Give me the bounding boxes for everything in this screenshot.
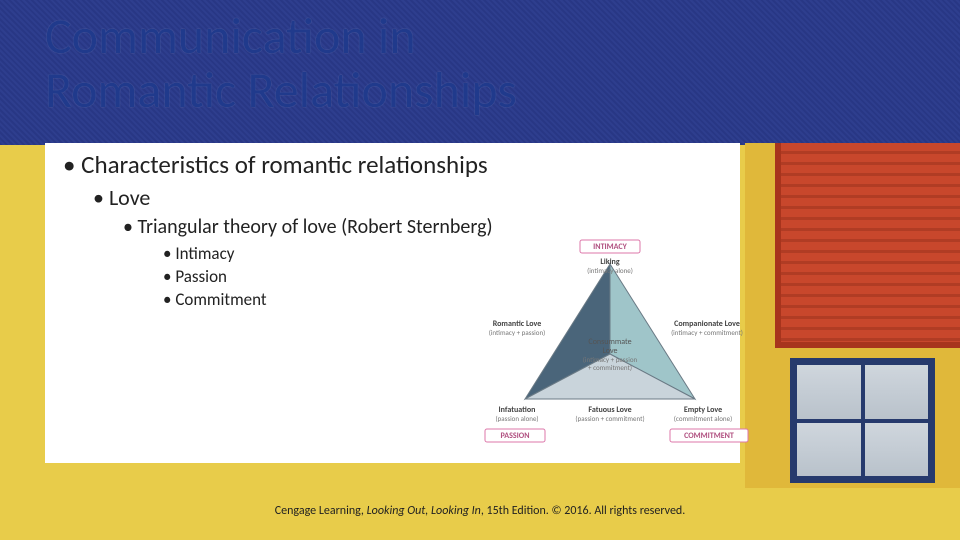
bullet-l2-text: Love <box>109 184 150 211</box>
svg-text:(commitment alone): (commitment alone) <box>674 414 732 423</box>
bullet-l4b-text: Passion <box>175 266 227 287</box>
bullet-l3-text: Triangular theory of love (Robert Sternb… <box>137 215 492 239</box>
footer-prefix: Cengage Learning, <box>275 504 367 518</box>
decorative-photo <box>745 143 960 488</box>
svg-text:(passion + commitment): (passion + commitment) <box>575 414 644 423</box>
bullet-l4c-text: Commitment <box>175 289 266 310</box>
title-line-1: Communication in <box>45 10 517 64</box>
bullet-level-2: • Love <box>93 184 728 211</box>
svg-text:(intimacy alone): (intimacy alone) <box>587 266 633 275</box>
footer-book: Looking Out, Looking In <box>367 504 481 518</box>
svg-text:COMMITMENT: COMMITMENT <box>684 431 734 441</box>
svg-text:+ commitment): + commitment) <box>588 363 632 372</box>
svg-text:(intimacy + passion): (intimacy + passion) <box>489 328 546 337</box>
title-line-2: Romantic Relationships <box>45 64 517 118</box>
content-box: • Characteristics of romantic relationsh… <box>45 143 740 463</box>
svg-text:PASSION: PASSION <box>501 431 530 441</box>
triangle-diagram: INTIMACY Liking (intimacy alone) Romanti… <box>455 234 765 454</box>
bullet-level-1: • Characteristics of romantic relationsh… <box>63 149 728 180</box>
slide-title: Communication in Romantic Relationships <box>45 10 517 118</box>
bullet-l4a-text: Intimacy <box>175 243 234 264</box>
svg-text:(passion alone): (passion alone) <box>495 414 538 423</box>
svg-text:INTIMACY: INTIMACY <box>593 242 627 252</box>
bullet-l1-text: Characteristics of romantic relationship… <box>81 149 488 180</box>
footer: Cengage Learning, Looking Out, Looking I… <box>0 504 960 518</box>
svg-text:(intimacy + commitment): (intimacy + commitment) <box>671 328 743 337</box>
footer-suffix: , 15th Edition. © 2016. All rights reser… <box>481 504 685 518</box>
slide: Communication in Romantic Relationships … <box>0 0 960 540</box>
